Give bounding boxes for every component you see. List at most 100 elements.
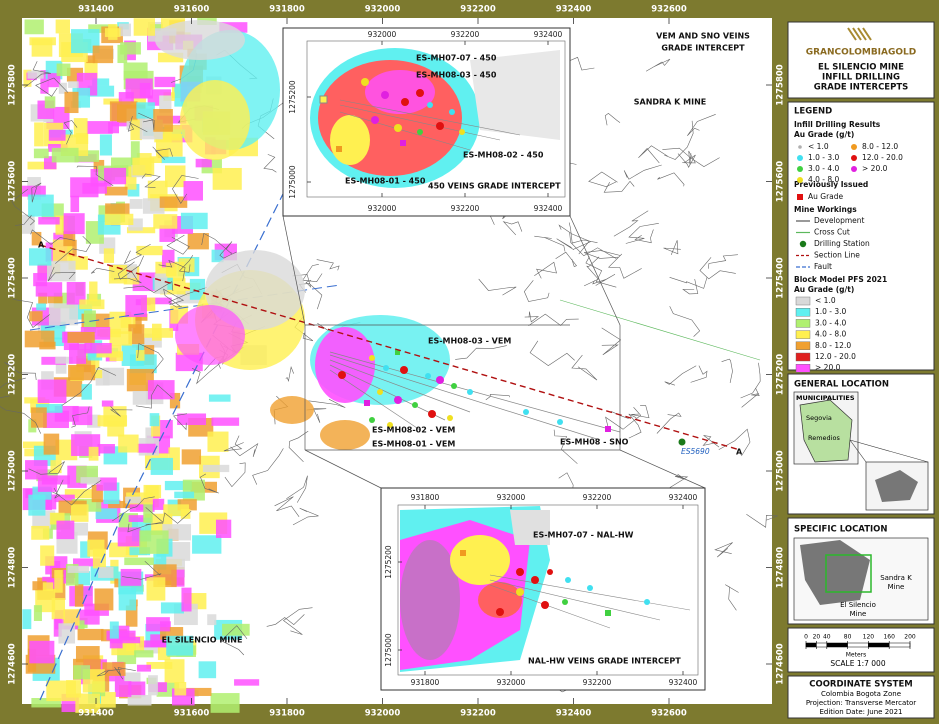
working [145,510,192,525]
side-panel [787,21,935,719]
block [97,444,115,454]
legend-symbol [795,341,811,350]
block [47,73,61,88]
block [94,588,114,611]
x-coord-label: 931400 [78,709,114,719]
block [174,682,187,696]
block [134,650,154,658]
scale-segment [805,642,817,648]
map-title: GRADE INTERCEPTS [814,83,909,93]
working [585,256,617,288]
block [212,167,242,190]
block [127,694,152,706]
y-coord-label: 1275000 [776,450,786,491]
block [120,568,142,586]
block [146,661,173,669]
block [133,18,156,36]
working [123,243,151,265]
block [56,520,75,540]
block [103,248,115,263]
block [127,183,140,197]
block [35,282,63,297]
block [70,195,80,213]
block [180,212,208,230]
block [148,675,158,696]
working [113,270,142,284]
working [553,429,578,464]
place-label: Remedios [808,434,840,442]
block [37,477,58,492]
working [220,625,248,656]
working [71,406,90,428]
block [159,225,176,242]
block [51,568,76,579]
block [195,158,212,168]
block [75,693,100,713]
scale-segment [847,642,869,648]
block [136,245,163,256]
mine-label: SANDRA K MINE [634,98,707,107]
working [0,406,41,434]
area-title: GRADE INTERCEPT [661,44,745,53]
block [31,697,62,708]
legend-label: 8.0 - 12.0 [862,142,898,151]
block [27,70,44,79]
y-coord-label: 1275000 [384,633,393,667]
legend-label: Au Grade [808,192,844,201]
block [25,488,40,499]
block [67,331,95,343]
y-coord-label: 1275600 [776,161,786,202]
block [142,198,165,214]
scale-tick-label: 20 [813,634,821,641]
block [55,363,67,374]
working [677,153,696,168]
block [181,449,202,465]
working [741,387,760,408]
block [43,433,60,455]
block [22,185,46,197]
working [669,277,708,289]
scale-segment [868,642,890,648]
x-coord-label: 932200 [460,709,496,719]
legend-symbol [851,155,857,161]
working [556,238,591,250]
working [114,666,136,680]
block [64,91,79,114]
block [51,147,79,163]
working [55,235,91,264]
block [73,558,101,567]
block [132,157,155,176]
working [664,120,694,160]
working [308,398,346,408]
legend-heading: Block Model PFS 2021 [794,275,887,284]
scale-tick-label: 200 [904,634,916,641]
working [721,358,733,383]
working [123,281,174,293]
block [168,447,180,471]
working [31,182,42,203]
block [207,614,217,626]
block [80,541,90,558]
block [101,400,114,407]
hole-label: ES-MH08-01 - VEM [372,440,455,449]
working [90,267,115,274]
working [558,224,590,255]
block [149,156,162,164]
scale-segment [816,642,828,648]
block [28,248,52,266]
working [645,58,671,72]
block [154,273,168,294]
place-label: Sandra K [880,574,912,582]
working [690,365,708,383]
block [97,415,128,427]
block [149,413,160,427]
legend-symbol [851,166,857,172]
x-coord-label: 932200 [460,5,496,15]
working [583,250,621,259]
working [708,254,738,269]
block [109,639,123,649]
working [316,259,340,271]
block [153,214,178,229]
legend-label: Section Line [814,251,860,260]
block [135,350,145,361]
